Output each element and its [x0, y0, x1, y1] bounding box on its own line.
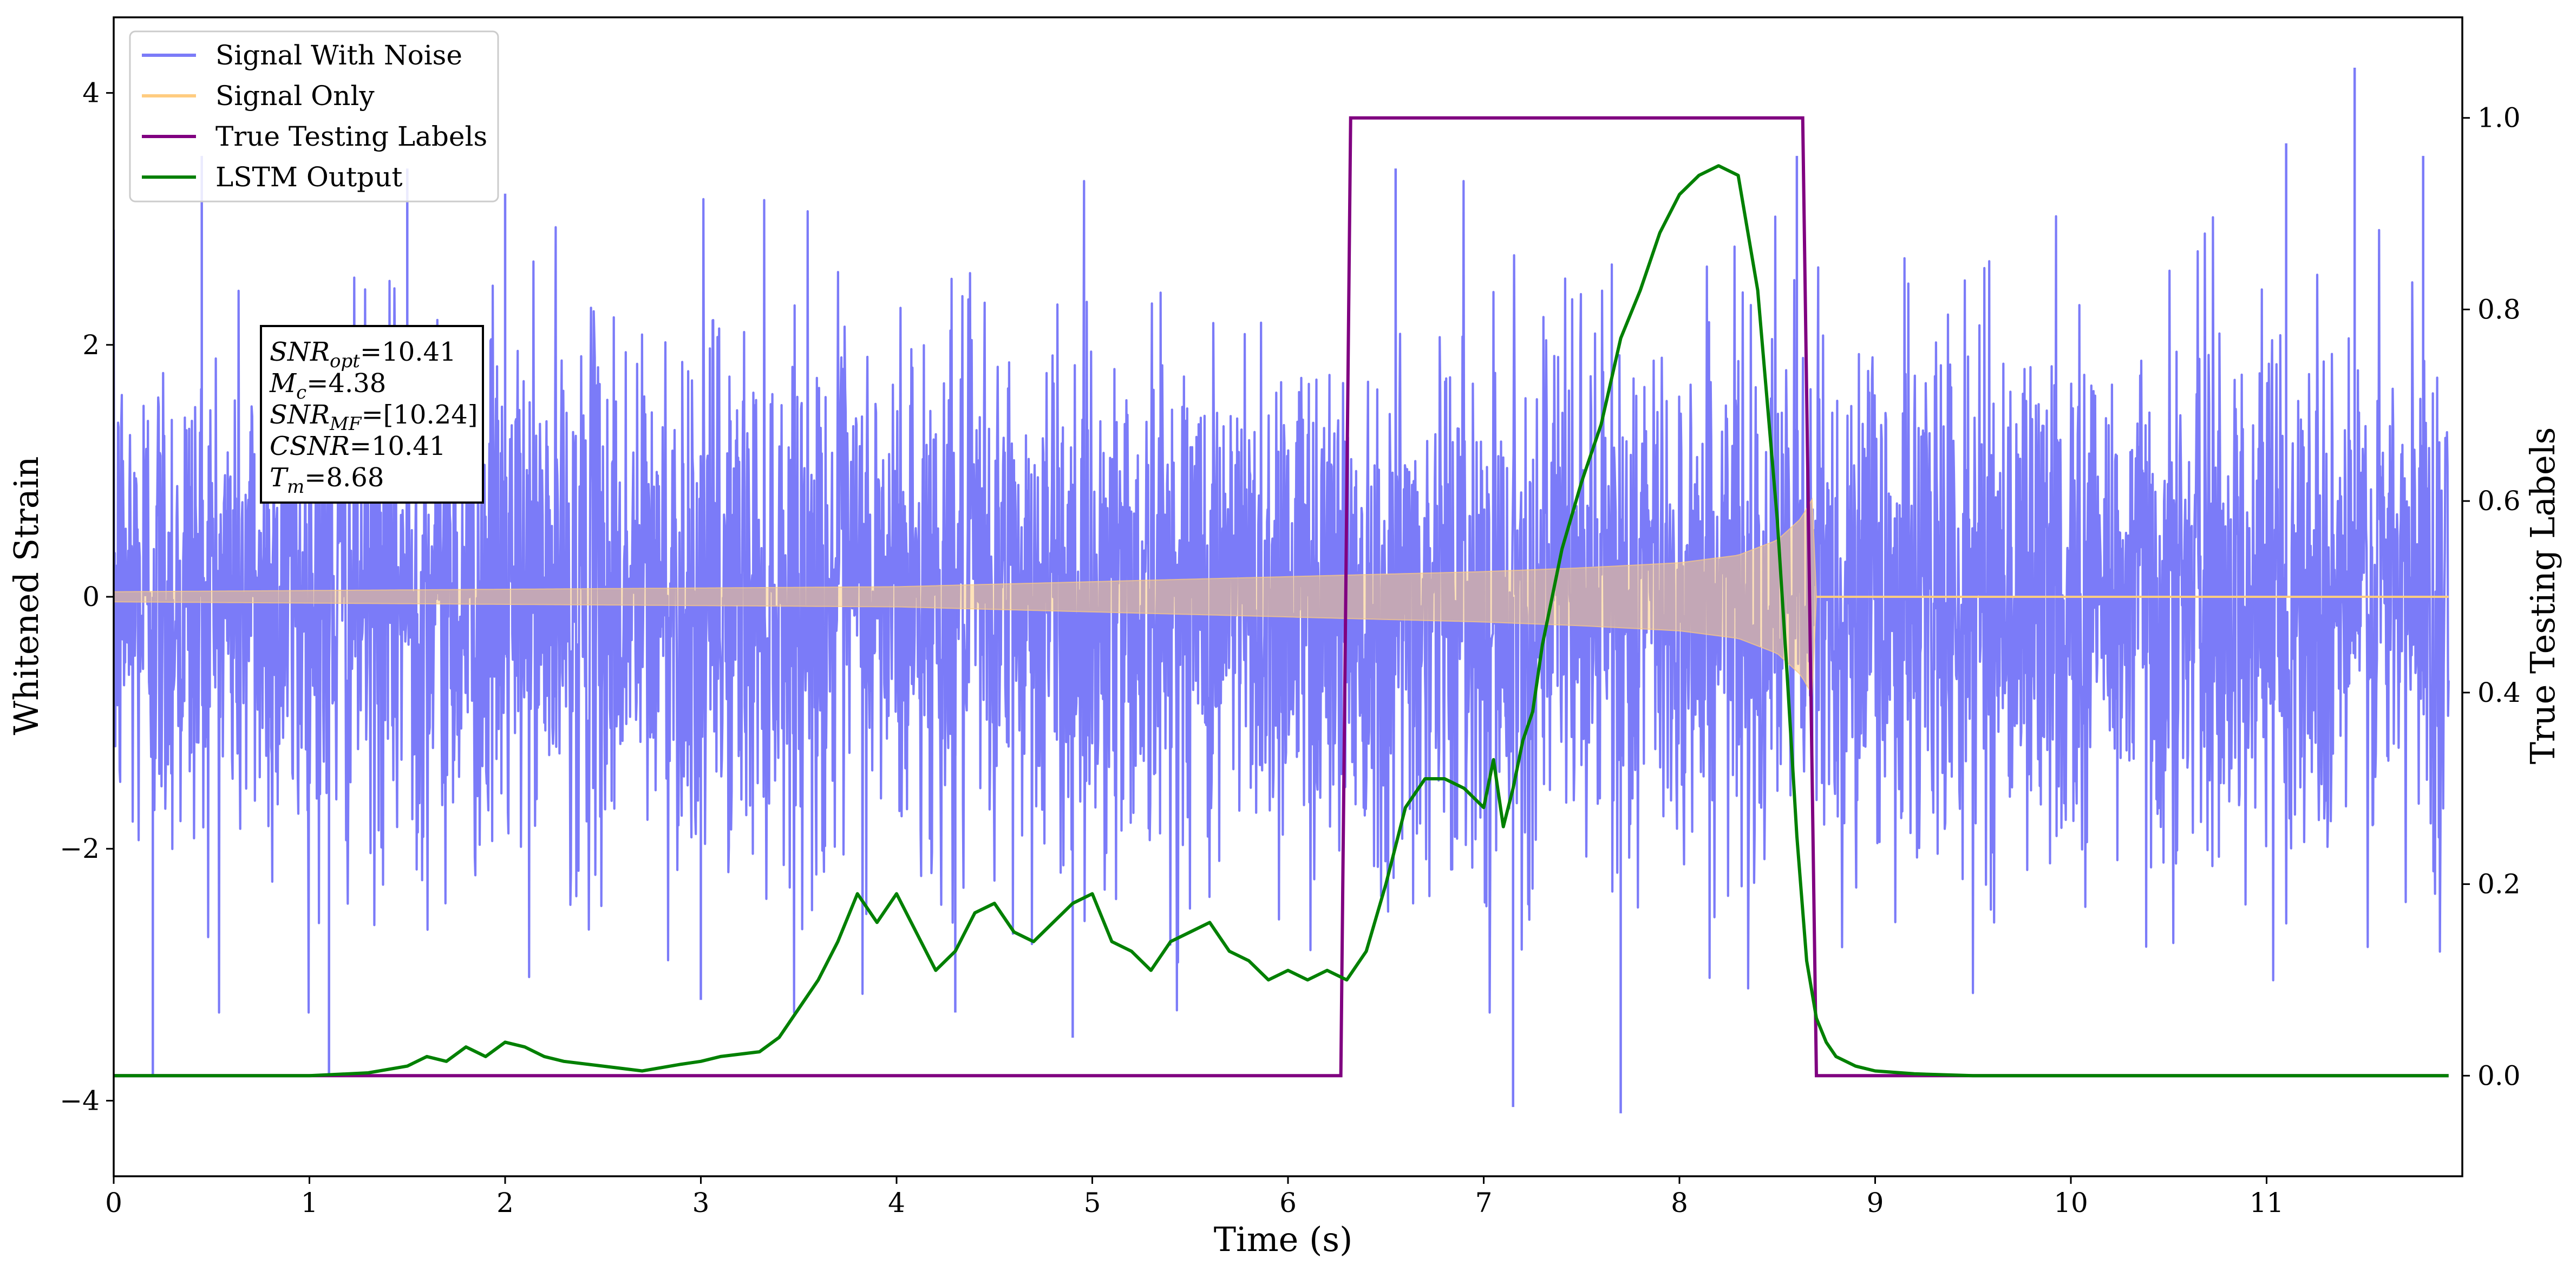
info-line-4: Tm=8.68 [270, 462, 384, 498]
x-tick-label-5: 5 [1084, 1187, 1101, 1219]
y-axis-right-label: True Testing Labels [2523, 427, 2562, 765]
series-true-testing-labels [114, 116, 2449, 1078]
series-signal-with-noise [114, 180, 2450, 1014]
info-line-3: CSNR=10.41 [270, 431, 446, 461]
x-tick-label-4: 4 [888, 1187, 905, 1219]
plot-clip-group [114, 68, 2450, 1113]
y-tick-label-4: 4 [82, 77, 100, 109]
legend-label-3: LSTM Output [215, 161, 402, 193]
legend-label-2: True Testing Labels [215, 121, 487, 152]
x-tick-label-9: 9 [1867, 1187, 1884, 1219]
x-tick-label-7: 7 [1475, 1187, 1493, 1219]
y-tick-label-0: 0 [82, 581, 100, 613]
x-axis-label: Time (s) [1214, 1220, 1353, 1259]
series-lstm-output [114, 164, 2449, 1078]
x-tick-label-2: 2 [496, 1187, 514, 1219]
y-axis-label: Whitened Strain [6, 457, 46, 735]
y-tick-label-2: 2 [82, 329, 100, 361]
info-box: SNRopt=10.41Mc=4.38SNRMF=[10.24]CSNR=10.… [260, 325, 484, 504]
x-tick-label-10: 10 [2054, 1187, 2088, 1219]
info-box-frame [260, 325, 484, 504]
plot-area [114, 68, 2450, 1113]
x-tick-label-6: 6 [1279, 1187, 1297, 1219]
info-line-0: SNRopt=10.41 [270, 337, 456, 372]
y-tick-label--2: −2 [60, 833, 100, 864]
legend-box [129, 30, 499, 203]
y-right-tick-label-5: 1.0 [2477, 102, 2521, 134]
x-tick-label-0: 0 [105, 1187, 122, 1219]
x-tick-label-1: 1 [301, 1187, 318, 1219]
axes: 0 1 2 3 4 5 6 7 8 9 10 11 −4 −2 0 2 4 0.0 0.2 0.4 0.6 0.8 1.0 [60, 16, 2521, 1219]
info-line-2: SNRMF=[10.24] [270, 400, 478, 435]
x-tick-label-11: 11 [2250, 1187, 2284, 1219]
y-right-tick-label-1: 0.2 [2477, 869, 2521, 900]
y-right-tick-label-0: 0.0 [2477, 1060, 2521, 1091]
info-line-1: Mc=4.38 [269, 368, 386, 403]
series-signal-only [114, 497, 1817, 696]
legend: Signal With Noise Signal Only True Testing… [129, 30, 499, 203]
y-right-tick-label-3: 0.6 [2477, 485, 2521, 517]
legend-label-1: Signal Only [215, 80, 375, 112]
x-tick-label-3: 3 [692, 1187, 710, 1219]
y-right-tick-label-2: 0.4 [2477, 677, 2521, 708]
y-right-tick-label-4: 0.8 [2477, 294, 2521, 325]
legend-label-0: Signal With Noise [215, 40, 462, 71]
y-tick-label--4: −4 [60, 1085, 100, 1116]
x-tick-label-8: 8 [1671, 1187, 1688, 1219]
